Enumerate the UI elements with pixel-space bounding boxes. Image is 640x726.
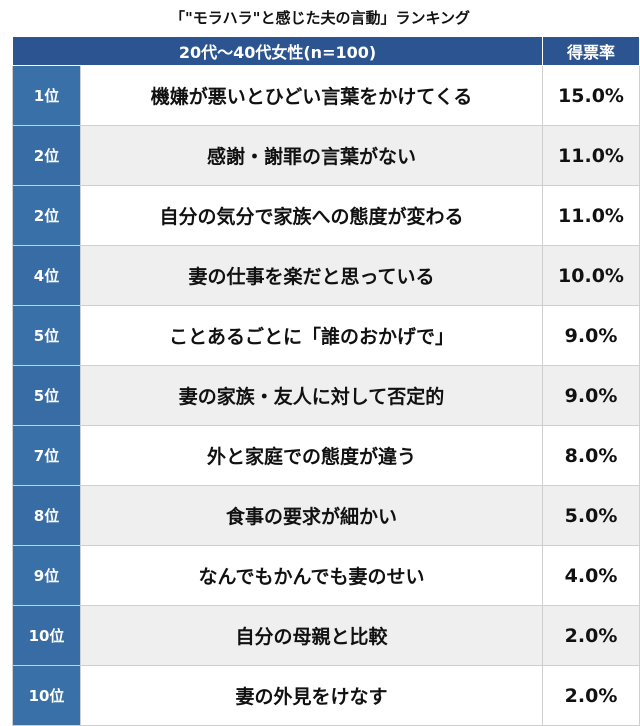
phrase-cell: 妻の外見をけなす [79, 665, 544, 726]
table-row: 2位 自分の気分で家族への態度が変わる 11.0% [12, 185, 640, 246]
rank-cell: 8位 [12, 485, 81, 546]
rate-cell: 8.0% [542, 425, 640, 486]
table-row: 2位 感謝・謝罪の言葉がない 11.0% [12, 125, 640, 186]
rank-cell: 7位 [12, 425, 81, 486]
rate-cell: 5.0% [542, 485, 640, 546]
header-row: 20代〜40代女性(n=100) 得票率 [11, 36, 640, 66]
table-row: 10位 妻の外見をけなす 2.0% [12, 665, 640, 726]
phrase-cell: 妻の仕事を楽だと思っている [79, 245, 544, 306]
rate-cell: 4.0% [542, 545, 640, 606]
rank-cell: 2位 [12, 185, 81, 246]
ranking-table: 20代〜40代女性(n=100) 得票率 1位 機嫌が悪いとひどい言葉をかけてくる… [11, 36, 640, 726]
rank-cell: 10位 [12, 605, 81, 666]
rank-cell: 4位 [12, 245, 81, 306]
rate-cell: 2.0% [542, 665, 640, 726]
rate-cell: 2.0% [542, 605, 640, 666]
rank-cell: 10位 [12, 665, 81, 726]
rank-cell: 9位 [12, 545, 81, 606]
table-row: 9位 なんでもかんでも妻のせい 4.0% [12, 545, 640, 606]
table-row: 1位 機嫌が悪いとひどい言葉をかけてくる 15.0% [12, 65, 640, 126]
phrase-cell: 食事の要求が細かい [79, 485, 544, 546]
table-row: 10位 自分の母親と比較 2.0% [12, 605, 640, 666]
table-row: 7位 外と家庭での態度が違う 8.0% [12, 425, 640, 486]
rank-cell: 5位 [12, 365, 81, 426]
group-header: 20代〜40代女性(n=100) [11, 36, 544, 66]
table-row: 8位 食事の要求が細かい 5.0% [12, 485, 640, 546]
chart-title: 「"モラハラ"と感じた夫の言動」ランキング [169, 9, 471, 27]
phrase-cell: 機嫌が悪いとひどい言葉をかけてくる [79, 65, 544, 126]
rate-header: 得票率 [542, 36, 640, 66]
phrase-cell: 自分の気分で家族への態度が変わる [79, 185, 544, 246]
table-row: 5位 ことあるごとに「誰のおかげで」 9.0% [12, 305, 640, 366]
rate-cell: 15.0% [542, 65, 640, 126]
rate-cell: 9.0% [542, 305, 640, 366]
table-body: 1位 機嫌が悪いとひどい言葉をかけてくる 15.0% 2位 感謝・謝罪の言葉がない 11.… [12, 65, 640, 726]
phrase-cell: 外と家庭での態度が違う [79, 425, 544, 486]
rate-cell: 9.0% [542, 365, 640, 426]
rank-cell: 1位 [12, 65, 81, 126]
phrase-cell: 自分の母親と比較 [79, 605, 544, 666]
rate-cell: 10.0% [542, 245, 640, 306]
rank-cell: 2位 [12, 125, 81, 186]
phrase-cell: なんでもかんでも妻のせい [79, 545, 544, 606]
table-row: 5位 妻の家族・友人に対して否定的 9.0% [12, 365, 640, 426]
phrase-cell: ことあるごとに「誰のおかげで」 [79, 305, 544, 366]
phrase-cell: 感謝・謝罪の言葉がない [79, 125, 544, 186]
rank-cell: 5位 [12, 305, 81, 366]
table-row: 4位 妻の仕事を楽だと思っている 10.0% [12, 245, 640, 306]
rate-cell: 11.0% [542, 185, 640, 246]
phrase-cell: 妻の家族・友人に対して否定的 [79, 365, 544, 426]
rate-cell: 11.0% [542, 125, 640, 186]
